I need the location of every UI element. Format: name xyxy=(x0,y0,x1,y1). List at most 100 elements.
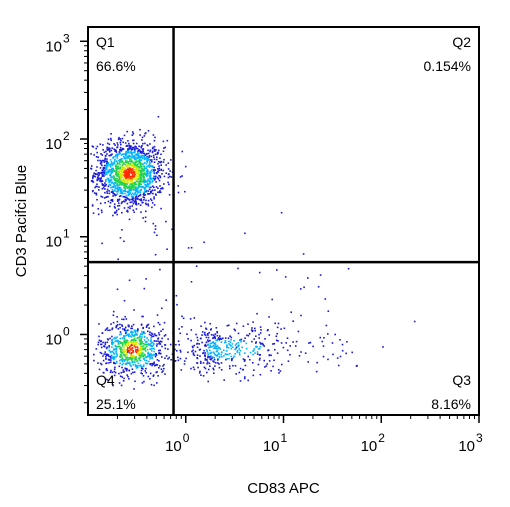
event-dot xyxy=(164,373,166,375)
event-dot xyxy=(124,156,126,159)
event-dot xyxy=(143,169,145,172)
event-dot xyxy=(139,344,141,346)
event-dot xyxy=(237,344,240,346)
event-dot xyxy=(128,279,131,282)
event-dot xyxy=(200,362,202,364)
event-dot xyxy=(147,185,149,188)
event-dot xyxy=(120,202,123,205)
event-dot xyxy=(132,177,135,180)
event-dot xyxy=(256,353,259,355)
event-dot xyxy=(129,168,132,170)
event-dot xyxy=(190,281,193,283)
event-dot xyxy=(119,169,121,172)
quadrant-percent-q4: 25.1% xyxy=(96,396,136,412)
event-dot xyxy=(91,179,94,182)
event-dot xyxy=(138,181,141,183)
event-dot xyxy=(142,142,144,145)
event-dot xyxy=(129,162,132,165)
event-dot xyxy=(141,139,143,141)
event-dot xyxy=(131,153,133,156)
event-dot xyxy=(132,342,134,344)
event-dot xyxy=(152,363,155,366)
event-dot xyxy=(120,168,123,171)
event-dot xyxy=(148,344,151,346)
event-dot xyxy=(153,353,155,356)
event-dot xyxy=(114,187,116,189)
event-dot xyxy=(137,175,139,178)
event-dot xyxy=(112,192,115,195)
event-dot xyxy=(244,359,246,361)
event-dot xyxy=(139,174,142,177)
event-dot xyxy=(110,369,112,372)
event-dot xyxy=(157,191,159,193)
event-dot xyxy=(147,203,149,205)
event-dot xyxy=(140,365,142,368)
event-dot xyxy=(135,343,137,345)
event-dot xyxy=(128,358,130,361)
event-dot xyxy=(113,353,115,355)
event-dot xyxy=(181,150,184,153)
event-dot xyxy=(121,211,123,214)
event-dot xyxy=(115,362,118,364)
event-dot xyxy=(193,317,196,319)
event-dot xyxy=(185,357,187,360)
event-dot xyxy=(152,222,155,225)
event-dot xyxy=(200,374,202,376)
event-dot xyxy=(139,150,142,153)
event-dot xyxy=(107,355,110,357)
event-dot xyxy=(119,192,122,194)
event-dot xyxy=(151,345,154,347)
event-dot xyxy=(139,180,142,183)
event-dot xyxy=(192,346,194,349)
event-dot xyxy=(124,161,127,163)
event-dot xyxy=(142,173,145,176)
event-dot xyxy=(236,350,239,352)
event-dot xyxy=(235,373,237,375)
event-dot xyxy=(219,338,221,341)
event-dot xyxy=(243,377,246,380)
event-dot xyxy=(244,364,247,367)
event-dot xyxy=(129,348,132,351)
event-dot xyxy=(115,151,118,153)
x-tick-exponent: 2 xyxy=(378,431,385,445)
event-dot xyxy=(116,184,118,186)
event-dot xyxy=(130,336,133,338)
event-dot xyxy=(332,353,334,356)
event-dot xyxy=(122,167,125,169)
event-dot xyxy=(156,382,158,384)
event-dot xyxy=(120,371,123,374)
event-dot xyxy=(228,365,231,367)
event-dot xyxy=(103,167,105,169)
event-dot xyxy=(143,181,145,184)
event-dot xyxy=(126,334,128,337)
event-dot xyxy=(111,199,114,202)
event-dot xyxy=(136,172,138,175)
event-dot xyxy=(100,346,103,349)
event-dot xyxy=(202,352,205,354)
event-dot xyxy=(110,186,112,189)
event-dot xyxy=(148,188,151,190)
event-dot xyxy=(113,161,116,164)
event-dot xyxy=(139,356,142,359)
event-dot xyxy=(159,323,161,326)
event-dot xyxy=(122,362,125,365)
quadrant-name-q3: Q3 xyxy=(452,372,471,388)
x-tick-exponent: 0 xyxy=(183,431,190,445)
event-dot xyxy=(149,331,151,333)
event-dot xyxy=(120,159,123,161)
event-dot xyxy=(115,166,117,169)
event-dot xyxy=(144,220,147,223)
event-dot xyxy=(95,348,98,350)
event-dot xyxy=(124,142,127,144)
event-dot xyxy=(134,331,137,334)
event-dot xyxy=(192,349,194,352)
event-dot xyxy=(183,360,186,362)
event-dot xyxy=(281,363,283,366)
event-dot xyxy=(270,354,272,357)
event-dot xyxy=(127,198,130,200)
event-dot xyxy=(126,354,128,357)
event-dot xyxy=(117,173,120,176)
event-dot xyxy=(131,168,134,170)
event-dot xyxy=(140,347,142,349)
